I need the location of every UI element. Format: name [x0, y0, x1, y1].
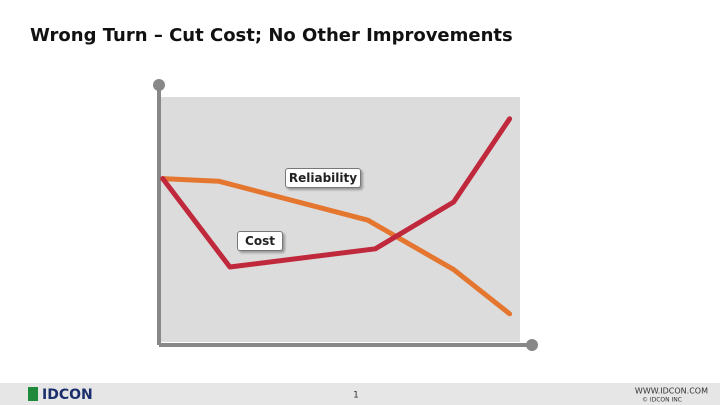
website: WWW.IDCON.COM [635, 387, 708, 396]
axis-end [153, 79, 165, 91]
copyright: © IDCON INC [642, 397, 682, 404]
series-label: Reliability [285, 168, 361, 188]
series-label: Cost [237, 231, 283, 251]
footer-bar [0, 383, 720, 405]
page-number: 1 [353, 391, 359, 401]
plot-area [160, 97, 520, 342]
logo: IDCON [42, 387, 93, 403]
series-line [160, 116, 513, 270]
axis-end [526, 339, 538, 351]
logo-mark [28, 387, 38, 401]
series-line [160, 176, 513, 317]
chart-title: Wrong Turn – Cut Cost; No Other Improvem… [30, 25, 513, 46]
